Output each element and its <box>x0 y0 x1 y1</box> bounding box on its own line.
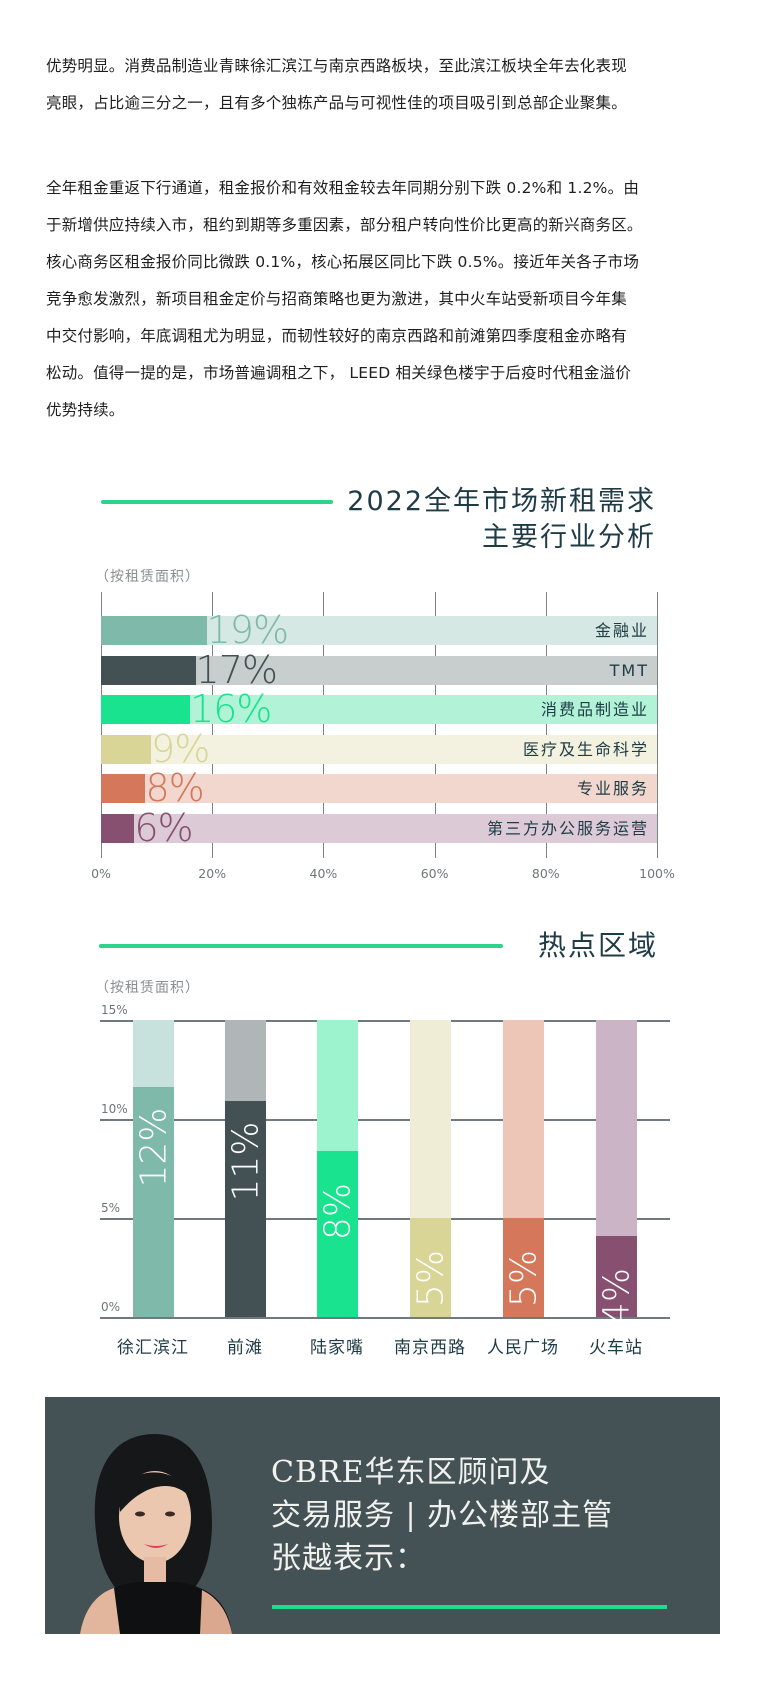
bar-value-label: 6% <box>134 805 193 850</box>
gridline <box>100 1218 670 1220</box>
y-tick-label: 0% <box>101 1300 121 1314</box>
bar-value-label: 8% <box>145 766 204 810</box>
bar-value-label: 4% <box>596 1267 637 1325</box>
text-line: 于新增供应持续入市，租约到期等多重因素，部分租户转向性价比更高的新兴商务区。 <box>46 216 643 234</box>
banner-title: CBRE华东区顾问及 交易服务 | 办公楼部主管 张越表示： <box>271 1451 613 1580</box>
bar-row: 6% 第三方办公服务运营 <box>101 808 657 848</box>
gridline <box>101 592 102 858</box>
bar-fill <box>101 655 196 685</box>
gridline <box>212 592 214 858</box>
text-line: 全年租金重返下行通道，租金报价和有效租金较去年同期分别下跌 0.2%和 1.2%… <box>46 179 640 197</box>
bar-row: 9% 医疗及生命科学 <box>101 729 657 769</box>
text-line: 竞争愈发激烈，新项目租金定价与招商策略也更为激进，其中火车站受新项目今年集 <box>46 290 627 308</box>
gridline <box>100 1020 670 1022</box>
portrait-image <box>80 1434 232 1634</box>
text-line: 优势明显。消费品制造业青睐徐汇滨江与南京西路板块，至此滨江板块全年去化表现 <box>46 57 627 75</box>
x-tick-label: 20% <box>198 866 227 881</box>
paragraph-1: 优势明显。消费品制造业青睐徐汇滨江与南京西路板块，至此滨江板块全年去化表现 亮眼… <box>46 48 726 122</box>
bar-fill <box>503 1218 544 1317</box>
chart-title: 热点区域 <box>537 929 658 962</box>
banner-title-line: 交易服务 | 办公楼部主管 <box>271 1498 614 1533</box>
bar-column: 12% <box>133 1020 174 1317</box>
x-category-label: 徐汇滨江 <box>117 1338 189 1358</box>
bar-fill <box>410 1218 451 1317</box>
accent-divider <box>99 944 503 948</box>
bar-row: 8% 专业服务 <box>101 768 657 808</box>
bar-row: 17% TMT <box>101 650 657 690</box>
banner-title-line: 张越表示： <box>271 1541 426 1576</box>
bar-category-label: 医疗及生命科学 <box>522 739 649 759</box>
bar-fill <box>101 695 190 724</box>
bar-value-label: 9% <box>151 726 210 771</box>
x-tick-label: 60% <box>420 866 449 881</box>
bar-value-label: 17% <box>195 647 278 692</box>
chart-subtitle: （按租赁面积） <box>95 569 200 585</box>
bar-value-label: 19% <box>206 608 289 652</box>
y-tick-label: 5% <box>101 1201 121 1215</box>
text-line: 优势持续。 <box>46 401 125 419</box>
chart-title: 2022全年市场新租需求 主要行业分析 <box>347 484 656 556</box>
bar-category-label: 专业服务 <box>576 779 649 798</box>
bar-value-label: 5% <box>410 1249 451 1308</box>
bar-fill <box>596 1235 637 1317</box>
bar-value-label: 16% <box>189 687 272 731</box>
x-category-label: 前滩 <box>227 1338 263 1358</box>
x-tick-label: 40% <box>309 866 338 881</box>
bar-value-label: 5% <box>503 1249 544 1308</box>
accent-divider <box>272 1605 667 1609</box>
title-line-2: 主要行业分析 <box>482 522 656 553</box>
x-category-label: 人民广场 <box>487 1338 559 1358</box>
bar-value-label: 12% <box>133 1107 174 1188</box>
bar-category-label: 第三方办公服务运营 <box>486 818 649 838</box>
gridline <box>100 1317 670 1319</box>
gridline <box>434 592 436 858</box>
gridline <box>100 1119 670 1121</box>
bar-fill <box>101 813 135 843</box>
accent-divider <box>101 500 333 504</box>
bar-category-label: 消费品制造业 <box>540 700 649 719</box>
x-tick-label: 0% <box>91 866 111 881</box>
x-category-label: 南京西路 <box>394 1338 466 1358</box>
bar-category-label: TMT <box>609 660 649 680</box>
text-line: 核心商务区租金报价同比微跌 0.1%，核心拓展区同比下跌 0.5%。接近年关各子… <box>46 253 640 271</box>
x-tick-label: 100% <box>639 866 675 881</box>
x-tick-label: 80% <box>531 866 560 881</box>
gridline <box>545 592 547 858</box>
y-tick-label: 15% <box>101 1003 128 1017</box>
spokesperson-banner: CBRE华东区顾问及 交易服务 | 办公楼部主管 张越表示： <box>45 1397 720 1634</box>
bar-column: 5% <box>410 1020 451 1317</box>
text-line: 松动。值得一提的是，市场普遍调租之下， LEED 相关绿色楼宇于后疫时代租金溢价 <box>46 364 632 382</box>
bar-value-label: 11% <box>225 1121 266 1202</box>
bar-fill <box>317 1150 358 1317</box>
bar-fill <box>133 1087 174 1317</box>
title-line-1: 2022全年市场新租需求 <box>347 486 656 517</box>
paragraph-2: 全年租金重返下行通道，租金报价和有效租金较去年同期分别下跌 0.2%和 1.2%… <box>46 170 726 429</box>
banner-title-line: CBRE华东区顾问及 <box>271 1455 551 1490</box>
bar-fill <box>101 734 152 764</box>
chart-subtitle: （按租赁面积） <box>95 980 200 996</box>
bar-fill <box>101 774 146 803</box>
x-category-label: 陆家嘴 <box>310 1338 364 1358</box>
text-line: 亮眼，占比逾三分之一，且有多个独栋产品与可视性佳的项目吸引到总部企业聚集。 <box>46 94 627 112</box>
bar-column: 4% <box>596 1020 637 1325</box>
bar-fill <box>225 1101 266 1317</box>
gridline <box>323 592 325 858</box>
x-category-label: 火车站 <box>589 1338 643 1358</box>
bar-column: 8% <box>317 1020 358 1317</box>
bar-row: 19% 金融业 <box>101 610 657 650</box>
y-tick-label: 10% <box>101 1102 128 1116</box>
gridline <box>657 592 658 858</box>
bar-fill <box>101 616 207 645</box>
bar-value-label: 8% <box>317 1182 358 1240</box>
bar-category-label: 金融业 <box>594 621 649 640</box>
bar-column: 5% <box>503 1020 544 1317</box>
text-line: 中交付影响，年底调租尤为明显，而韧性较好的南京西路和前滩第四季度租金亦略有 <box>46 327 627 345</box>
bar-column: 11% <box>225 1020 266 1317</box>
bar-row: 16% 消费品制造业 <box>101 689 657 729</box>
